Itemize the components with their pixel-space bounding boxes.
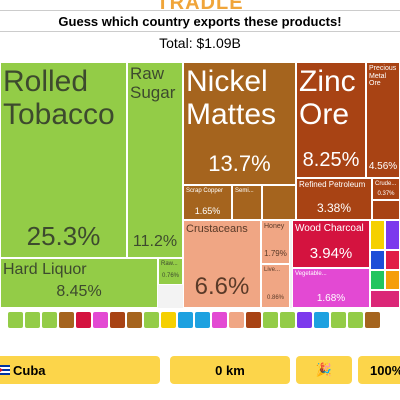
total: Total: $1.09B	[159, 35, 241, 51]
cell-label: Raw Sugar	[130, 64, 176, 102]
category-icon	[110, 312, 125, 328]
small-cell	[370, 290, 400, 308]
category-icon	[263, 312, 278, 328]
category-icon	[280, 312, 295, 328]
category-icon	[144, 312, 159, 328]
cell-share: 3.38%	[316, 201, 352, 215]
category-icon	[297, 312, 312, 328]
cell-label: Raw...	[161, 261, 178, 267]
cell-share: 6.6%	[194, 273, 250, 300]
cell-share: 8.25%	[302, 149, 360, 171]
small-cell	[370, 220, 385, 250]
category-icon	[25, 312, 40, 328]
cell-label: Wood Charcoal	[295, 223, 364, 234]
category-icon	[8, 312, 23, 328]
cell-label: Hard Liquor	[3, 261, 87, 278]
treemap-cell: Wood Charcoal 3.94%	[292, 220, 370, 268]
small-cell	[385, 220, 400, 250]
category-icon	[59, 312, 74, 328]
cell-label: Precious Metal Ore	[369, 65, 397, 88]
treemap-cell: Precious Metal Ore 4.56%	[366, 62, 400, 178]
small-cell	[370, 270, 385, 290]
treemap-cell: Zinc Ore 8.25%	[296, 62, 366, 178]
small-cell	[372, 200, 400, 220]
treemap-cell: Live... 0.86%	[261, 264, 290, 308]
cell-label: Live...	[264, 267, 281, 273]
cell-share: 25.3%	[26, 221, 101, 251]
cell-label: Crude...	[375, 181, 397, 187]
cell-share: 11.2%	[132, 233, 178, 250]
cell-label: Honey	[264, 223, 285, 230]
cell-share: 1.65%	[194, 206, 221, 216]
small-cell	[262, 185, 296, 220]
treemap-cell: Nickel Mattes 13.7%	[183, 62, 296, 185]
proximity: 100%	[358, 356, 400, 384]
category-icon	[348, 312, 363, 328]
cell-label: Semi...	[235, 188, 254, 194]
category-icon	[93, 312, 108, 328]
category-icon	[76, 312, 91, 328]
cell-share: 4.56%	[368, 161, 398, 172]
treemap: Rolled Tobacco 25.3% Raw Sugar 11.2% Hard Li…	[0, 62, 400, 308]
category-icon	[127, 312, 142, 328]
treemap-cell: Scrap Copper 1.65%	[183, 185, 232, 220]
treemap-cell: Crude... 0.37%	[372, 178, 400, 200]
small-cell	[385, 270, 400, 290]
cell-share: 0.86%	[266, 295, 284, 301]
category-icon	[195, 312, 210, 328]
icon-row	[8, 312, 400, 330]
treemap-cell: Honey 1.79%	[261, 220, 290, 264]
cell-label: Scrap Copper	[186, 188, 224, 194]
cell-share: 3.94%	[309, 245, 353, 262]
cell-label: Vegetable...	[295, 271, 327, 277]
cell-label: Rolled Tobacco	[3, 65, 115, 131]
category-icon	[365, 312, 380, 328]
treemap-cell: Hard Liquor 8.45%	[0, 258, 158, 308]
cell-share: 8.45%	[56, 283, 102, 300]
category-icon	[246, 312, 261, 328]
category-icon	[212, 312, 227, 328]
category-icon	[161, 312, 176, 328]
cell-share: 13.7%	[208, 151, 271, 176]
cell-label: Crustaceans	[186, 223, 248, 235]
category-icon	[314, 312, 329, 328]
treemap-cell: Crustaceans 6.6%	[183, 220, 261, 308]
treemap-cell: Vegetable... 1.68%	[292, 268, 370, 308]
small-cell	[385, 250, 400, 270]
treemap-cell: Rolled Tobacco 25.3%	[0, 62, 127, 258]
category-icon	[178, 312, 193, 328]
category-icon	[229, 312, 244, 328]
cell-label: Zinc Ore	[299, 65, 356, 131]
cell-share: 1.79%	[264, 249, 287, 258]
cell-label: Nickel Mattes	[186, 65, 277, 131]
cell-share: 0.37%	[377, 191, 395, 197]
cell-share: 0.76%	[161, 273, 179, 279]
small-cell	[370, 250, 385, 270]
prompt: Guess which country exports these produc…	[0, 10, 400, 32]
treemap-cell: Refined Petroleum 3.38%	[296, 178, 372, 220]
treemap-cell: Semi...	[232, 185, 262, 220]
guess-country: Cuba	[0, 356, 160, 384]
emoji: 🎉	[296, 356, 352, 384]
category-icon	[42, 312, 57, 328]
country: Cuba	[13, 362, 46, 378]
flag	[0, 365, 10, 375]
cell-share: 1.68%	[316, 293, 346, 304]
distance: 0 km	[170, 356, 290, 384]
category-icon	[331, 312, 346, 328]
cell-label: Refined Petroleum	[299, 180, 366, 189]
treemap-cell: Raw Sugar 11.2%	[127, 62, 183, 258]
treemap-cell: Raw... 0.76%	[158, 258, 183, 285]
